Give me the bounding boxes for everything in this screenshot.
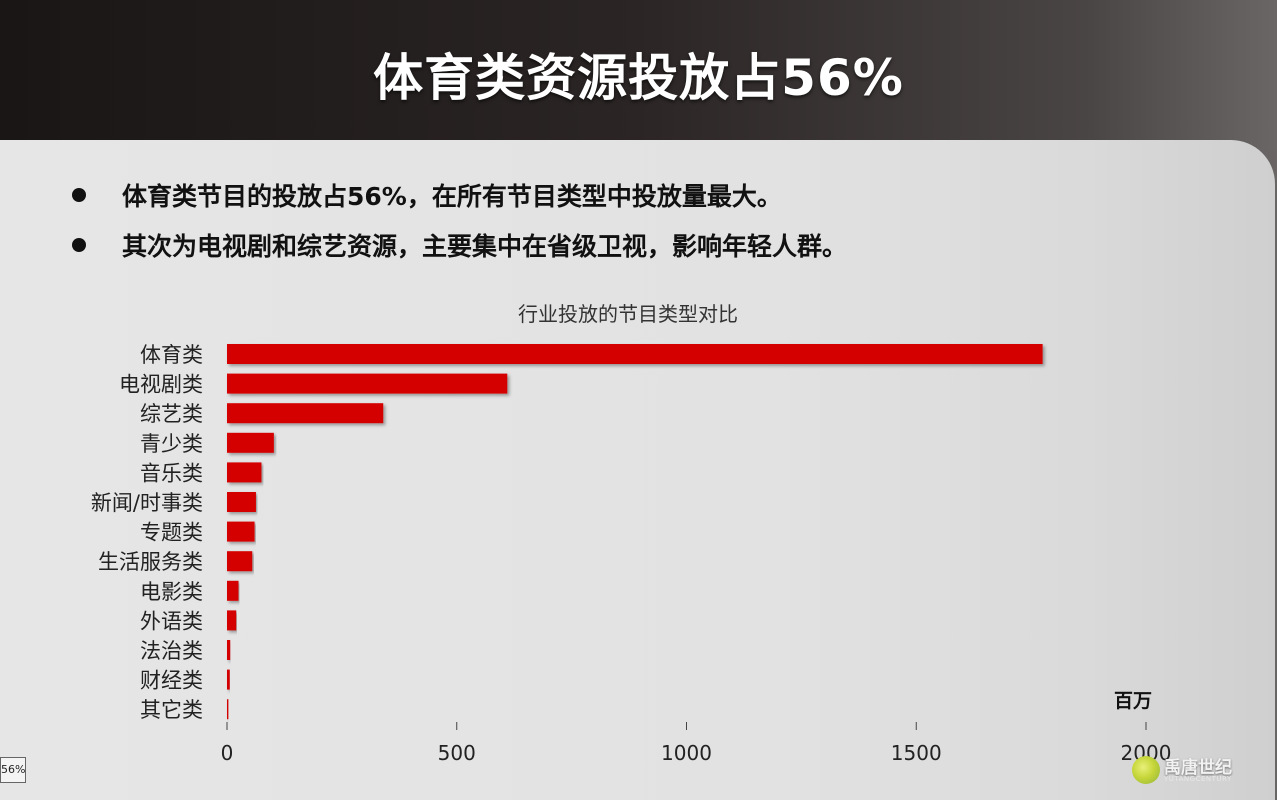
x-tick-label: 0 <box>221 741 234 765</box>
bar-11 <box>227 669 230 690</box>
category-label: 体育类 <box>140 343 203 367</box>
bullet-dot-icon <box>72 188 86 202</box>
category-label: 新闻/时事类 <box>91 491 203 515</box>
category-label: 外语类 <box>140 609 203 633</box>
bullet-text: 其次为电视剧和综艺资源，主要集中在省级卫视，影响年轻人群。 <box>122 232 848 261</box>
category-label: 专题类 <box>140 521 203 545</box>
bullet-item: 体育类节目的投放占56%，在所有节目类型中投放量最大。 <box>72 170 847 220</box>
bullet-list: 体育类节目的投放占56%，在所有节目类型中投放量最大。 其次为电视剧和综艺资源，… <box>72 170 847 270</box>
bar-12 <box>227 699 229 720</box>
category-label: 其它类 <box>140 698 203 722</box>
unit-label: 百万 <box>1114 690 1152 712</box>
company-logo: 禹唐世纪 YUTANGCENTURY <box>1128 750 1258 790</box>
category-label: 音乐类 <box>140 461 203 485</box>
bar-7 <box>227 551 253 572</box>
category-label: 青少类 <box>140 432 203 456</box>
bar-1 <box>227 373 508 394</box>
bar-2 <box>227 403 384 424</box>
bullet-item: 其次为电视剧和综艺资源，主要集中在省级卫视，影响年轻人群。 <box>72 220 847 270</box>
category-label: 法治类 <box>140 639 203 663</box>
bar-8 <box>227 580 239 601</box>
logo-subtext: YUTANGCENTURY <box>1164 775 1232 783</box>
chart-title: 行业投放的节目类型对比 <box>518 302 738 326</box>
x-tick-label: 1000 <box>661 741 712 765</box>
bar-3 <box>227 432 274 453</box>
bar-0 <box>227 344 1043 364</box>
logo-text: 禹唐世纪 <box>1164 758 1232 778</box>
zoom-indicator: 56% <box>0 757 26 783</box>
category-label: 生活服务类 <box>98 550 203 574</box>
category-label: 财经类 <box>140 669 203 693</box>
category-label: 综艺类 <box>140 402 203 426</box>
category-label: 电影类 <box>140 580 203 604</box>
bullet-text: 体育类节目的投放占56%，在所有节目类型中投放量最大。 <box>122 182 782 211</box>
content-panel: 体育类节目的投放占56%，在所有节目类型中投放量最大。 其次为电视剧和综艺资源，… <box>0 140 1275 800</box>
category-label: 电视剧类 <box>119 373 203 397</box>
x-tick-label: 500 <box>438 741 476 765</box>
bar-6 <box>227 521 255 542</box>
bar-5 <box>227 492 256 512</box>
bar-4 <box>227 462 262 483</box>
bar-9 <box>227 610 237 631</box>
bar-10 <box>227 640 231 660</box>
slide-header: 体育类资源投放占56% <box>0 0 1277 150</box>
bullet-dot-icon <box>72 238 86 252</box>
x-tick-label: 1500 <box>891 741 942 765</box>
logo-emblem-icon <box>1132 756 1160 784</box>
slide-title: 体育类资源投放占56% <box>373 49 904 107</box>
